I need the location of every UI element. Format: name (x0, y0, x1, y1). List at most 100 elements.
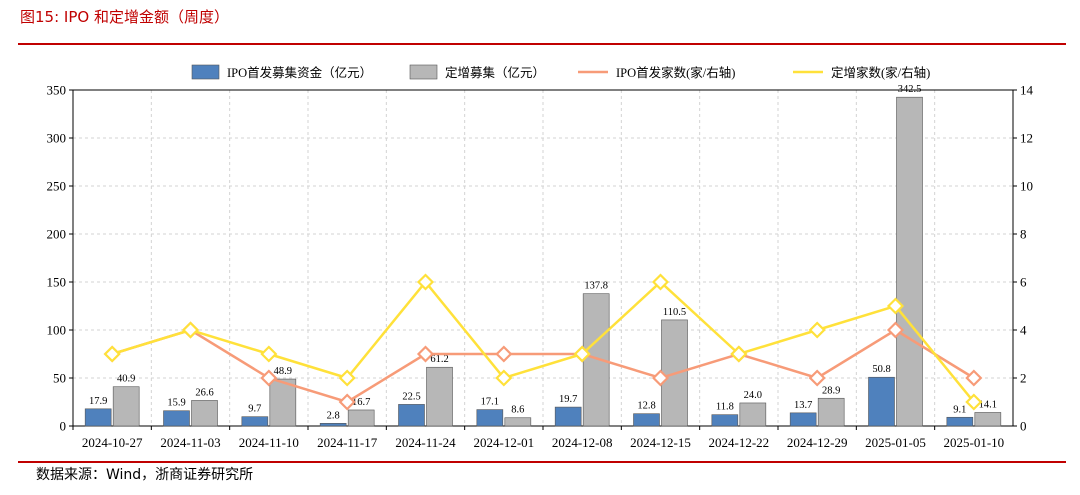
ipo-proceeds-bar (163, 410, 190, 427)
private-placement-count-marker (808, 321, 826, 339)
ipo-proceeds-bar (398, 404, 425, 427)
bar-data-label: 40.9 (117, 374, 135, 385)
x-axis-tick-label: 2024-10-27 (82, 435, 143, 450)
ipo-proceeds-bar (241, 416, 269, 427)
bar-data-label: 28.9 (822, 385, 840, 396)
bar-data-label: 26.6 (195, 387, 213, 398)
ipo-count-marker (886, 321, 905, 339)
ipo-count-marker (495, 345, 513, 363)
ipo-count-marker (965, 369, 983, 387)
ipo-count-marker (416, 345, 435, 363)
legend-label: IPO首发家数(家/右轴) (616, 65, 735, 80)
bar-data-label: 9.7 (248, 404, 261, 415)
private-placement-count-marker (965, 393, 983, 411)
bar-data-label: 110.5 (663, 307, 686, 318)
private-placement-bar (426, 366, 453, 427)
ipo-proceeds-bar (868, 376, 895, 427)
private-placement-bar (974, 412, 1002, 427)
x-axis-tick-label: 2024-12-22 (708, 435, 769, 450)
ipo-proceeds-bar (319, 423, 347, 427)
left-axis-tick-label: 300 (47, 131, 67, 146)
title-divider (18, 43, 1066, 45)
ipo-count-marker (338, 393, 356, 411)
bar-data-label: 48.9 (274, 366, 292, 377)
ipo-proceeds-bar (633, 413, 660, 427)
left-axis-tick-label: 350 (47, 83, 67, 98)
left-axis-tick-label: 50 (53, 371, 66, 386)
bar-data-label: 22.5 (402, 391, 420, 402)
private-placement-count-line (111, 280, 975, 403)
source-divider (18, 461, 1066, 463)
legend-label: 定增家数(家/右轴) (831, 65, 930, 80)
ipo-proceeds-bar (946, 416, 974, 427)
right-axis-tick-label: 2 (1020, 371, 1027, 386)
bar-data-label: 17.9 (89, 396, 107, 407)
bar-data-label: 13.7 (794, 400, 812, 411)
private-placement-bar (269, 378, 297, 427)
bar-data-label: 8.6 (511, 405, 524, 416)
bar-data-label: 9.1 (953, 404, 966, 415)
ipo-count-marker (808, 369, 826, 387)
private-placement-count-marker (416, 273, 435, 291)
data-source-note: 数据来源：Wind，浙商证券研究所 (36, 467, 254, 483)
legend-label: IPO首发募集资金（亿元） (227, 65, 372, 80)
x-axis-tick-label: 2024-11-17 (317, 435, 378, 450)
bar-data-label: 16.7 (352, 397, 370, 408)
x-axis-tick-label: 2024-12-08 (552, 435, 613, 450)
private-placement-count-marker (886, 297, 905, 315)
ipo-proceeds-bar (554, 406, 582, 427)
x-axis-tick-label: 2024-12-15 (630, 435, 691, 450)
private-placement-bar (817, 397, 845, 427)
private-placement-count-marker (573, 345, 591, 363)
bar-data-label: 15.9 (167, 398, 185, 409)
private-placement-bar (739, 402, 767, 427)
private-placement-count-marker (181, 321, 200, 339)
ipo-count-marker (651, 369, 670, 387)
bar-data-label: 12.8 (637, 401, 655, 412)
legend-swatch-bar (191, 64, 220, 80)
right-axis-tick-label: 4 (1020, 323, 1027, 338)
ipo-proceeds-bar (476, 409, 504, 427)
right-axis-tick-label: 12 (1020, 131, 1033, 146)
bar-data-label: 342.5 (898, 84, 922, 95)
bar-data-label: 17.1 (481, 397, 499, 408)
x-axis-tick-label: 2024-12-01 (473, 435, 534, 450)
left-axis-tick-label: 200 (47, 227, 67, 242)
x-axis-tick-label: 2025-01-05 (865, 435, 926, 450)
ipo-proceeds-bar (789, 412, 817, 427)
x-axis-tick-label: 2024-11-10 (239, 435, 299, 450)
private-placement-count-marker (103, 345, 121, 363)
bar-data-label: 24.0 (744, 390, 762, 401)
figure-title: 图15: IPO 和定增金额（周度） (20, 8, 229, 26)
legend-swatch-bar (409, 64, 438, 80)
private-placement-bar (896, 96, 923, 427)
private-placement-count-marker (730, 345, 748, 363)
x-axis-tick-label: 2025-01-10 (943, 435, 1004, 450)
bar-data-label: 137.8 (584, 281, 608, 292)
bar-data-label: 19.7 (559, 394, 577, 405)
left-axis-tick-label: 100 (47, 323, 67, 338)
x-axis-tick-label: 2024-11-03 (160, 435, 220, 450)
ipo-proceeds-bar (711, 414, 739, 427)
left-axis-tick-label: 250 (47, 179, 67, 194)
right-axis-tick-label: 8 (1020, 227, 1027, 242)
private-placement-bar (504, 417, 532, 427)
bar-data-label: 14.1 (979, 399, 997, 410)
private-placement-bar (112, 386, 140, 427)
ipo-count-marker (260, 369, 278, 387)
right-axis-tick-label: 14 (1020, 83, 1034, 98)
private-placement-count-marker (495, 369, 513, 387)
bar-data-label: 11.8 (716, 402, 734, 413)
bar-data-label: 2.8 (327, 410, 340, 421)
ipo-proceeds-bar (84, 408, 112, 427)
left-axis-tick-label: 150 (47, 275, 67, 290)
private-placement-count-marker (338, 369, 356, 387)
bar-data-label: 61.2 (430, 354, 448, 365)
private-placement-bar (347, 409, 375, 427)
left-axis-tick-label: 0 (60, 419, 67, 434)
right-axis-tick-label: 6 (1020, 275, 1027, 290)
bar-data-label: 50.8 (872, 364, 890, 375)
private-placement-bar (191, 400, 218, 427)
x-axis-tick-label: 2024-12-29 (787, 435, 848, 450)
